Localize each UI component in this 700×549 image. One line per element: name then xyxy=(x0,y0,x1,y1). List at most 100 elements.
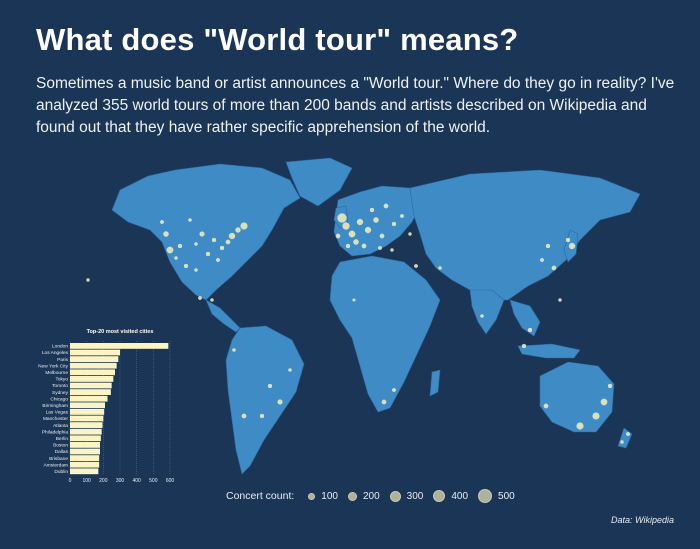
dot xyxy=(600,398,608,406)
category-label: Amsterdam xyxy=(43,462,68,468)
bar xyxy=(70,356,119,362)
dot xyxy=(345,243,351,249)
dot xyxy=(438,266,442,270)
legend-item-100: 100 xyxy=(308,491,338,502)
x-tick-label: 400 xyxy=(132,478,141,484)
indonesia xyxy=(517,343,581,359)
dot xyxy=(194,268,198,272)
bar xyxy=(70,395,108,402)
dot xyxy=(199,231,205,237)
dot xyxy=(240,222,248,230)
category-label: Los Angeles xyxy=(42,350,69,356)
dot xyxy=(381,399,387,405)
dot xyxy=(391,221,397,227)
x-tick-label: 100 xyxy=(82,478,91,484)
greenland xyxy=(285,157,353,207)
category-label: New York City xyxy=(38,363,68,369)
dot xyxy=(335,233,341,239)
bar xyxy=(70,415,104,422)
dot xyxy=(521,343,527,349)
new-zealand xyxy=(617,427,633,449)
madagascar xyxy=(429,369,441,397)
dot xyxy=(527,327,533,333)
dot xyxy=(379,233,385,239)
dot xyxy=(361,243,367,249)
category-label: Boston xyxy=(53,443,68,449)
category-label: Toronto xyxy=(52,383,68,389)
dot xyxy=(356,218,364,226)
dot xyxy=(267,383,273,389)
dot xyxy=(241,413,247,419)
dot xyxy=(288,368,292,372)
dot xyxy=(568,242,576,250)
x-tick-label: 300 xyxy=(116,478,125,484)
dot xyxy=(219,245,225,251)
dot xyxy=(383,203,389,209)
dot xyxy=(86,278,90,282)
category-label: Dallas xyxy=(55,449,69,455)
dot xyxy=(576,422,584,430)
southeast-asia xyxy=(509,299,541,337)
dot xyxy=(620,440,624,444)
dot xyxy=(163,231,169,237)
data-source: Data: Wikipedia xyxy=(611,515,674,525)
dot xyxy=(369,207,375,213)
dot xyxy=(205,251,211,257)
bar xyxy=(70,409,105,415)
bar xyxy=(70,389,111,395)
dot xyxy=(480,314,484,318)
intro-text: Sometimes a music band or artist announc… xyxy=(36,75,675,136)
category-label: Paris xyxy=(57,357,69,363)
dot xyxy=(211,237,217,243)
dot xyxy=(188,218,192,222)
dot xyxy=(414,264,418,268)
dot xyxy=(225,239,231,245)
category-label: Atlanta xyxy=(53,423,68,429)
dot xyxy=(592,412,600,420)
bar xyxy=(70,343,169,349)
bar xyxy=(70,468,99,475)
asia xyxy=(409,169,641,301)
dot xyxy=(390,248,394,252)
india xyxy=(469,289,505,335)
chart-title: Top-20 most visited cities xyxy=(87,329,154,335)
legend-value: 300 xyxy=(406,490,424,502)
category-label: Las Vegas xyxy=(46,410,69,416)
dot xyxy=(400,214,404,218)
legend-dot xyxy=(478,489,493,503)
legend-dot xyxy=(308,492,316,500)
world-map xyxy=(86,157,641,475)
category-label: Melbourne xyxy=(45,370,68,376)
legend: Concert count: 100 200 300 400 500 xyxy=(226,489,525,503)
dot xyxy=(352,298,356,302)
legend-item-200: 200 xyxy=(347,490,380,502)
bar xyxy=(70,442,100,448)
legend-item-400: 400 xyxy=(433,490,468,502)
central-america xyxy=(205,299,241,333)
x-tick-label: 600 xyxy=(166,478,175,484)
dot xyxy=(235,227,241,233)
land-masses xyxy=(111,157,641,475)
bar xyxy=(70,422,103,428)
category-label: Berlin xyxy=(56,436,69,442)
bar xyxy=(70,362,117,369)
dot xyxy=(540,258,544,262)
legend-item-500: 500 xyxy=(478,489,515,503)
north-america xyxy=(111,163,301,301)
legend-value: 400 xyxy=(451,490,469,502)
x-tick-label: 0 xyxy=(69,478,72,484)
category-label: Dublin xyxy=(54,469,68,475)
category-label: London xyxy=(52,344,68,350)
dot xyxy=(277,399,283,405)
dot xyxy=(373,217,379,223)
dot xyxy=(337,213,347,223)
bar xyxy=(70,369,115,376)
bar xyxy=(70,376,114,382)
dot xyxy=(408,232,412,236)
legend-value: 200 xyxy=(362,490,380,502)
dot xyxy=(364,226,372,234)
bar xyxy=(70,435,101,442)
south-america xyxy=(225,325,305,475)
dot xyxy=(183,263,189,269)
dot xyxy=(232,348,236,352)
